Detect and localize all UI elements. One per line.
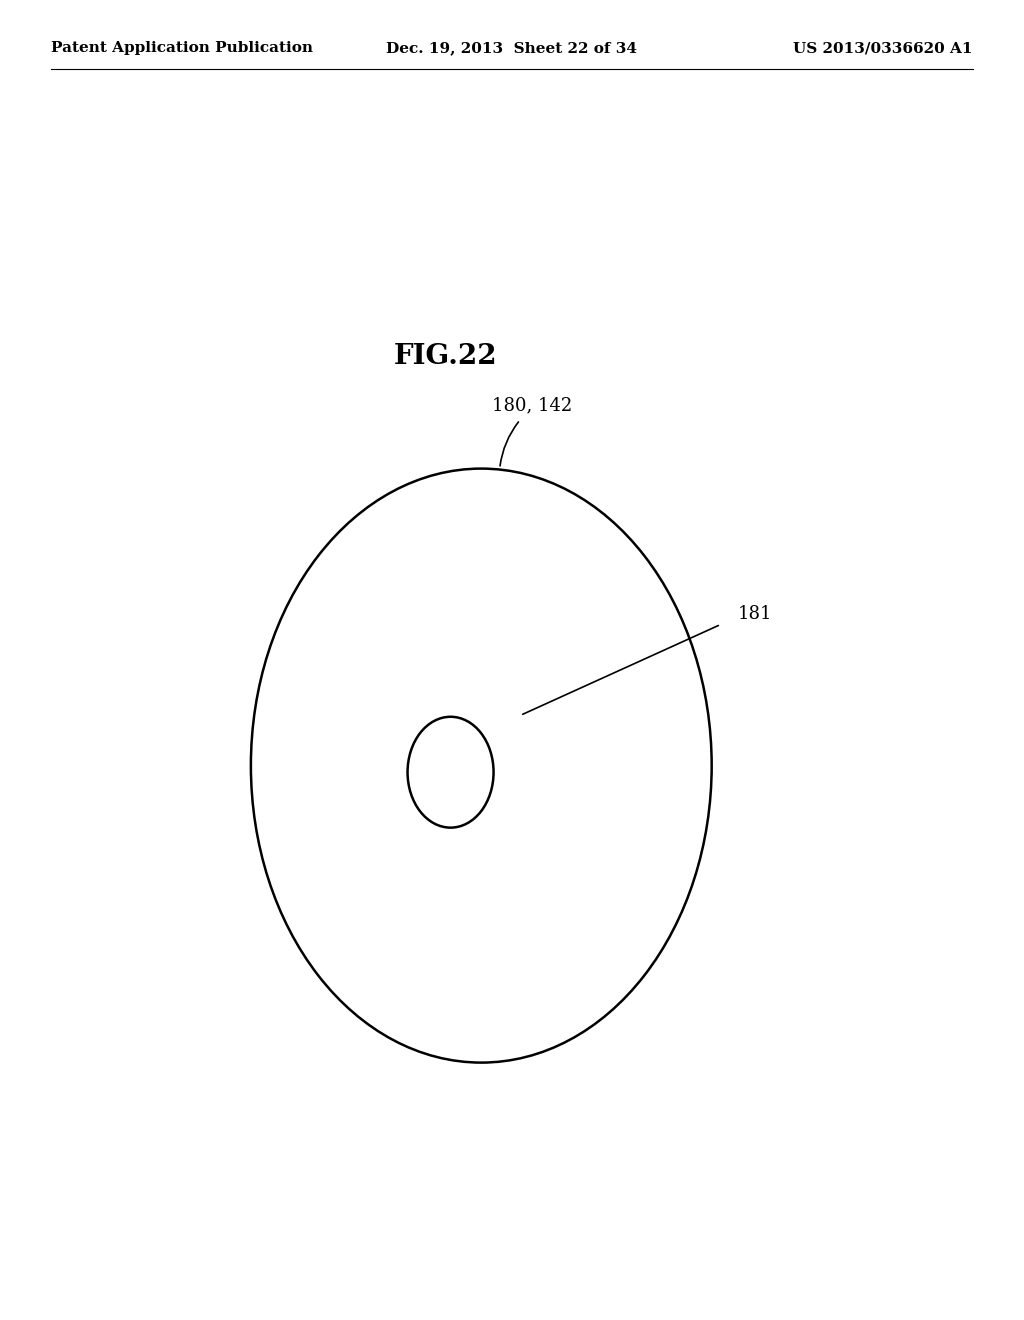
Text: Dec. 19, 2013  Sheet 22 of 34: Dec. 19, 2013 Sheet 22 of 34 xyxy=(386,41,638,55)
Text: US 2013/0336620 A1: US 2013/0336620 A1 xyxy=(794,41,973,55)
Text: Patent Application Publication: Patent Application Publication xyxy=(51,41,313,55)
Text: FIG.22: FIG.22 xyxy=(394,343,498,370)
Text: 180, 142: 180, 142 xyxy=(493,396,572,414)
Text: 181: 181 xyxy=(737,605,772,623)
